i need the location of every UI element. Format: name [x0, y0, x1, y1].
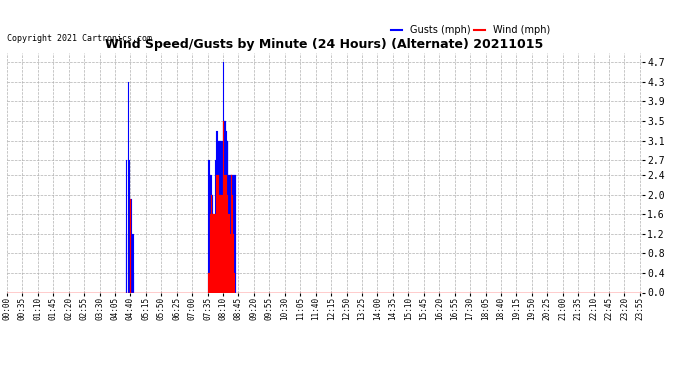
Legend: Gusts (mph), Wind (mph): Gusts (mph), Wind (mph)	[387, 21, 554, 39]
Title: Wind Speed/Gusts by Minute (24 Hours) (Alternate) 20211015: Wind Speed/Gusts by Minute (24 Hours) (A…	[105, 38, 544, 51]
Text: Copyright 2021 Cartronics.com: Copyright 2021 Cartronics.com	[7, 34, 152, 43]
